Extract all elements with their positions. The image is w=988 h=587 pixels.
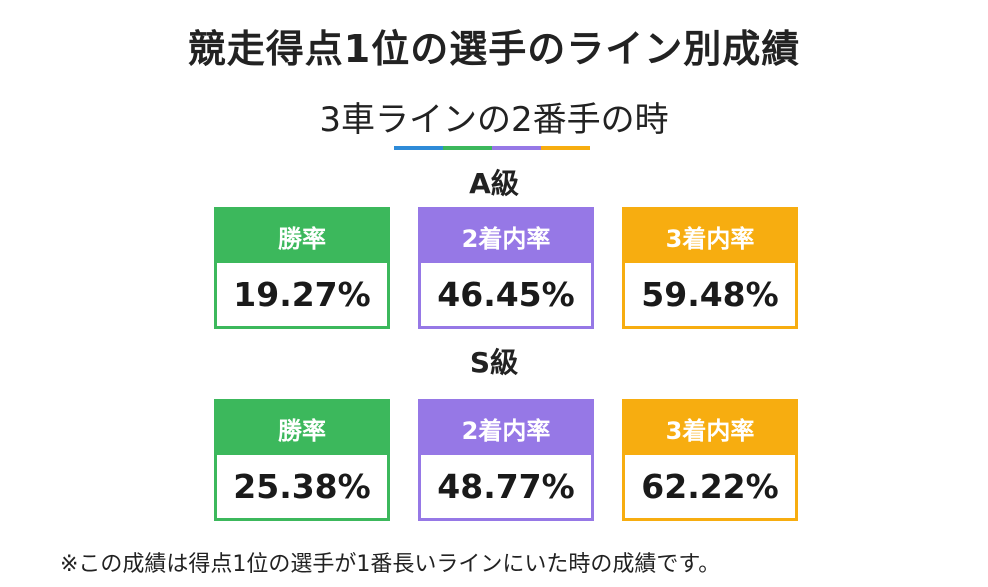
section-label-s-class: S級 bbox=[469, 346, 519, 379]
stat-card-value: 46.45% bbox=[437, 275, 575, 314]
stat-card-a-win-rate: 勝率 19.27% bbox=[214, 207, 390, 329]
stat-card-header: 2着内率 bbox=[421, 210, 591, 263]
stat-card-header: 3着内率 bbox=[625, 210, 795, 263]
stat-card-header: 勝率 bbox=[217, 210, 387, 263]
footnote: ※この成績は得点1位の選手が1番長いラインにいた時の成績です。 bbox=[60, 552, 721, 577]
stat-card-header: 勝率 bbox=[217, 402, 387, 455]
divider-segment-blue bbox=[394, 146, 443, 150]
divider-segment-purple bbox=[492, 146, 541, 150]
stat-card-header: 2着内率 bbox=[421, 402, 591, 455]
stat-card-s-top2-rate: 2着内率 48.77% bbox=[418, 399, 594, 521]
section-label-a-class: A級 bbox=[469, 167, 519, 200]
stat-card-s-win-rate: 勝率 25.38% bbox=[214, 399, 390, 521]
stat-card-value: 19.27% bbox=[233, 275, 371, 314]
stat-card-header: 3着内率 bbox=[625, 402, 795, 455]
decorative-divider bbox=[394, 146, 590, 150]
stat-card-value: 59.48% bbox=[641, 275, 779, 314]
divider-segment-orange bbox=[541, 146, 590, 150]
stat-card-value: 25.38% bbox=[233, 467, 371, 506]
page-title: 競走得点1位の選手のライン別成績 bbox=[187, 27, 801, 71]
page-subtitle: 3車ラインの2番手の時 bbox=[319, 100, 669, 140]
divider-segment-green bbox=[443, 146, 492, 150]
stat-card-value: 62.22% bbox=[641, 467, 779, 506]
stat-card-a-top2-rate: 2着内率 46.45% bbox=[418, 207, 594, 329]
stat-card-a-top3-rate: 3着内率 59.48% bbox=[622, 207, 798, 329]
stat-card-s-top3-rate: 3着内率 62.22% bbox=[622, 399, 798, 521]
stat-card-value: 48.77% bbox=[437, 467, 575, 506]
